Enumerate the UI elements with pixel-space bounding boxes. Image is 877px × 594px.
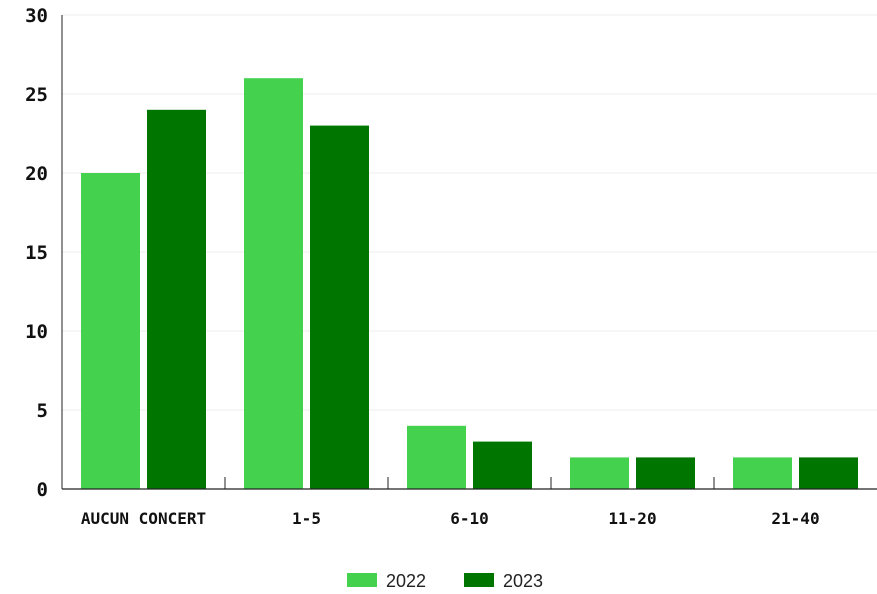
x-tick-label: 11-20 <box>608 509 656 528</box>
x-tick-label: 6-10 <box>450 509 489 528</box>
bar-2022-11-20 <box>570 457 629 489</box>
y-tick-label: 5 <box>37 400 48 422</box>
legend: 2022 2023 <box>347 571 543 591</box>
legend-swatch <box>464 573 494 587</box>
axes <box>61 15 877 490</box>
bar-2023-21-40 <box>799 457 858 489</box>
y-tick-label: 15 <box>25 242 48 264</box>
bar-2022-1-5 <box>244 78 303 489</box>
bar-2023-aucun-concert <box>147 109 206 490</box>
bars <box>81 78 858 490</box>
bar-2023-1-5 <box>310 125 369 489</box>
y-tick-label: 25 <box>25 84 48 106</box>
bar-2022-21-40 <box>733 457 792 489</box>
y-tick-label: 10 <box>25 321 48 343</box>
legend-label: 2023 <box>503 571 543 591</box>
y-tick-label: 20 <box>25 163 48 185</box>
x-tick-label: 21-40 <box>771 509 819 528</box>
bar-2022-6-10 <box>407 425 466 489</box>
x-tick-label: AUCUN CONCERT <box>81 509 206 528</box>
bar-2022-aucun-concert <box>81 173 140 489</box>
bar-2023-11-20 <box>636 457 695 489</box>
x-axis-tick-labels: AUCUN CONCERT 1-5 6-10 11-20 21-40 <box>81 509 820 528</box>
x-tick-label: 1-5 <box>292 509 321 528</box>
legend-swatch <box>347 573 377 587</box>
bar-2023-6-10 <box>473 441 532 489</box>
y-axis-tick-labels: 0 5 10 15 20 25 30 <box>25 5 48 501</box>
y-tick-label: 0 <box>37 479 48 501</box>
y-tick-label: 30 <box>25 5 48 27</box>
legend-label: 2022 <box>386 571 426 591</box>
